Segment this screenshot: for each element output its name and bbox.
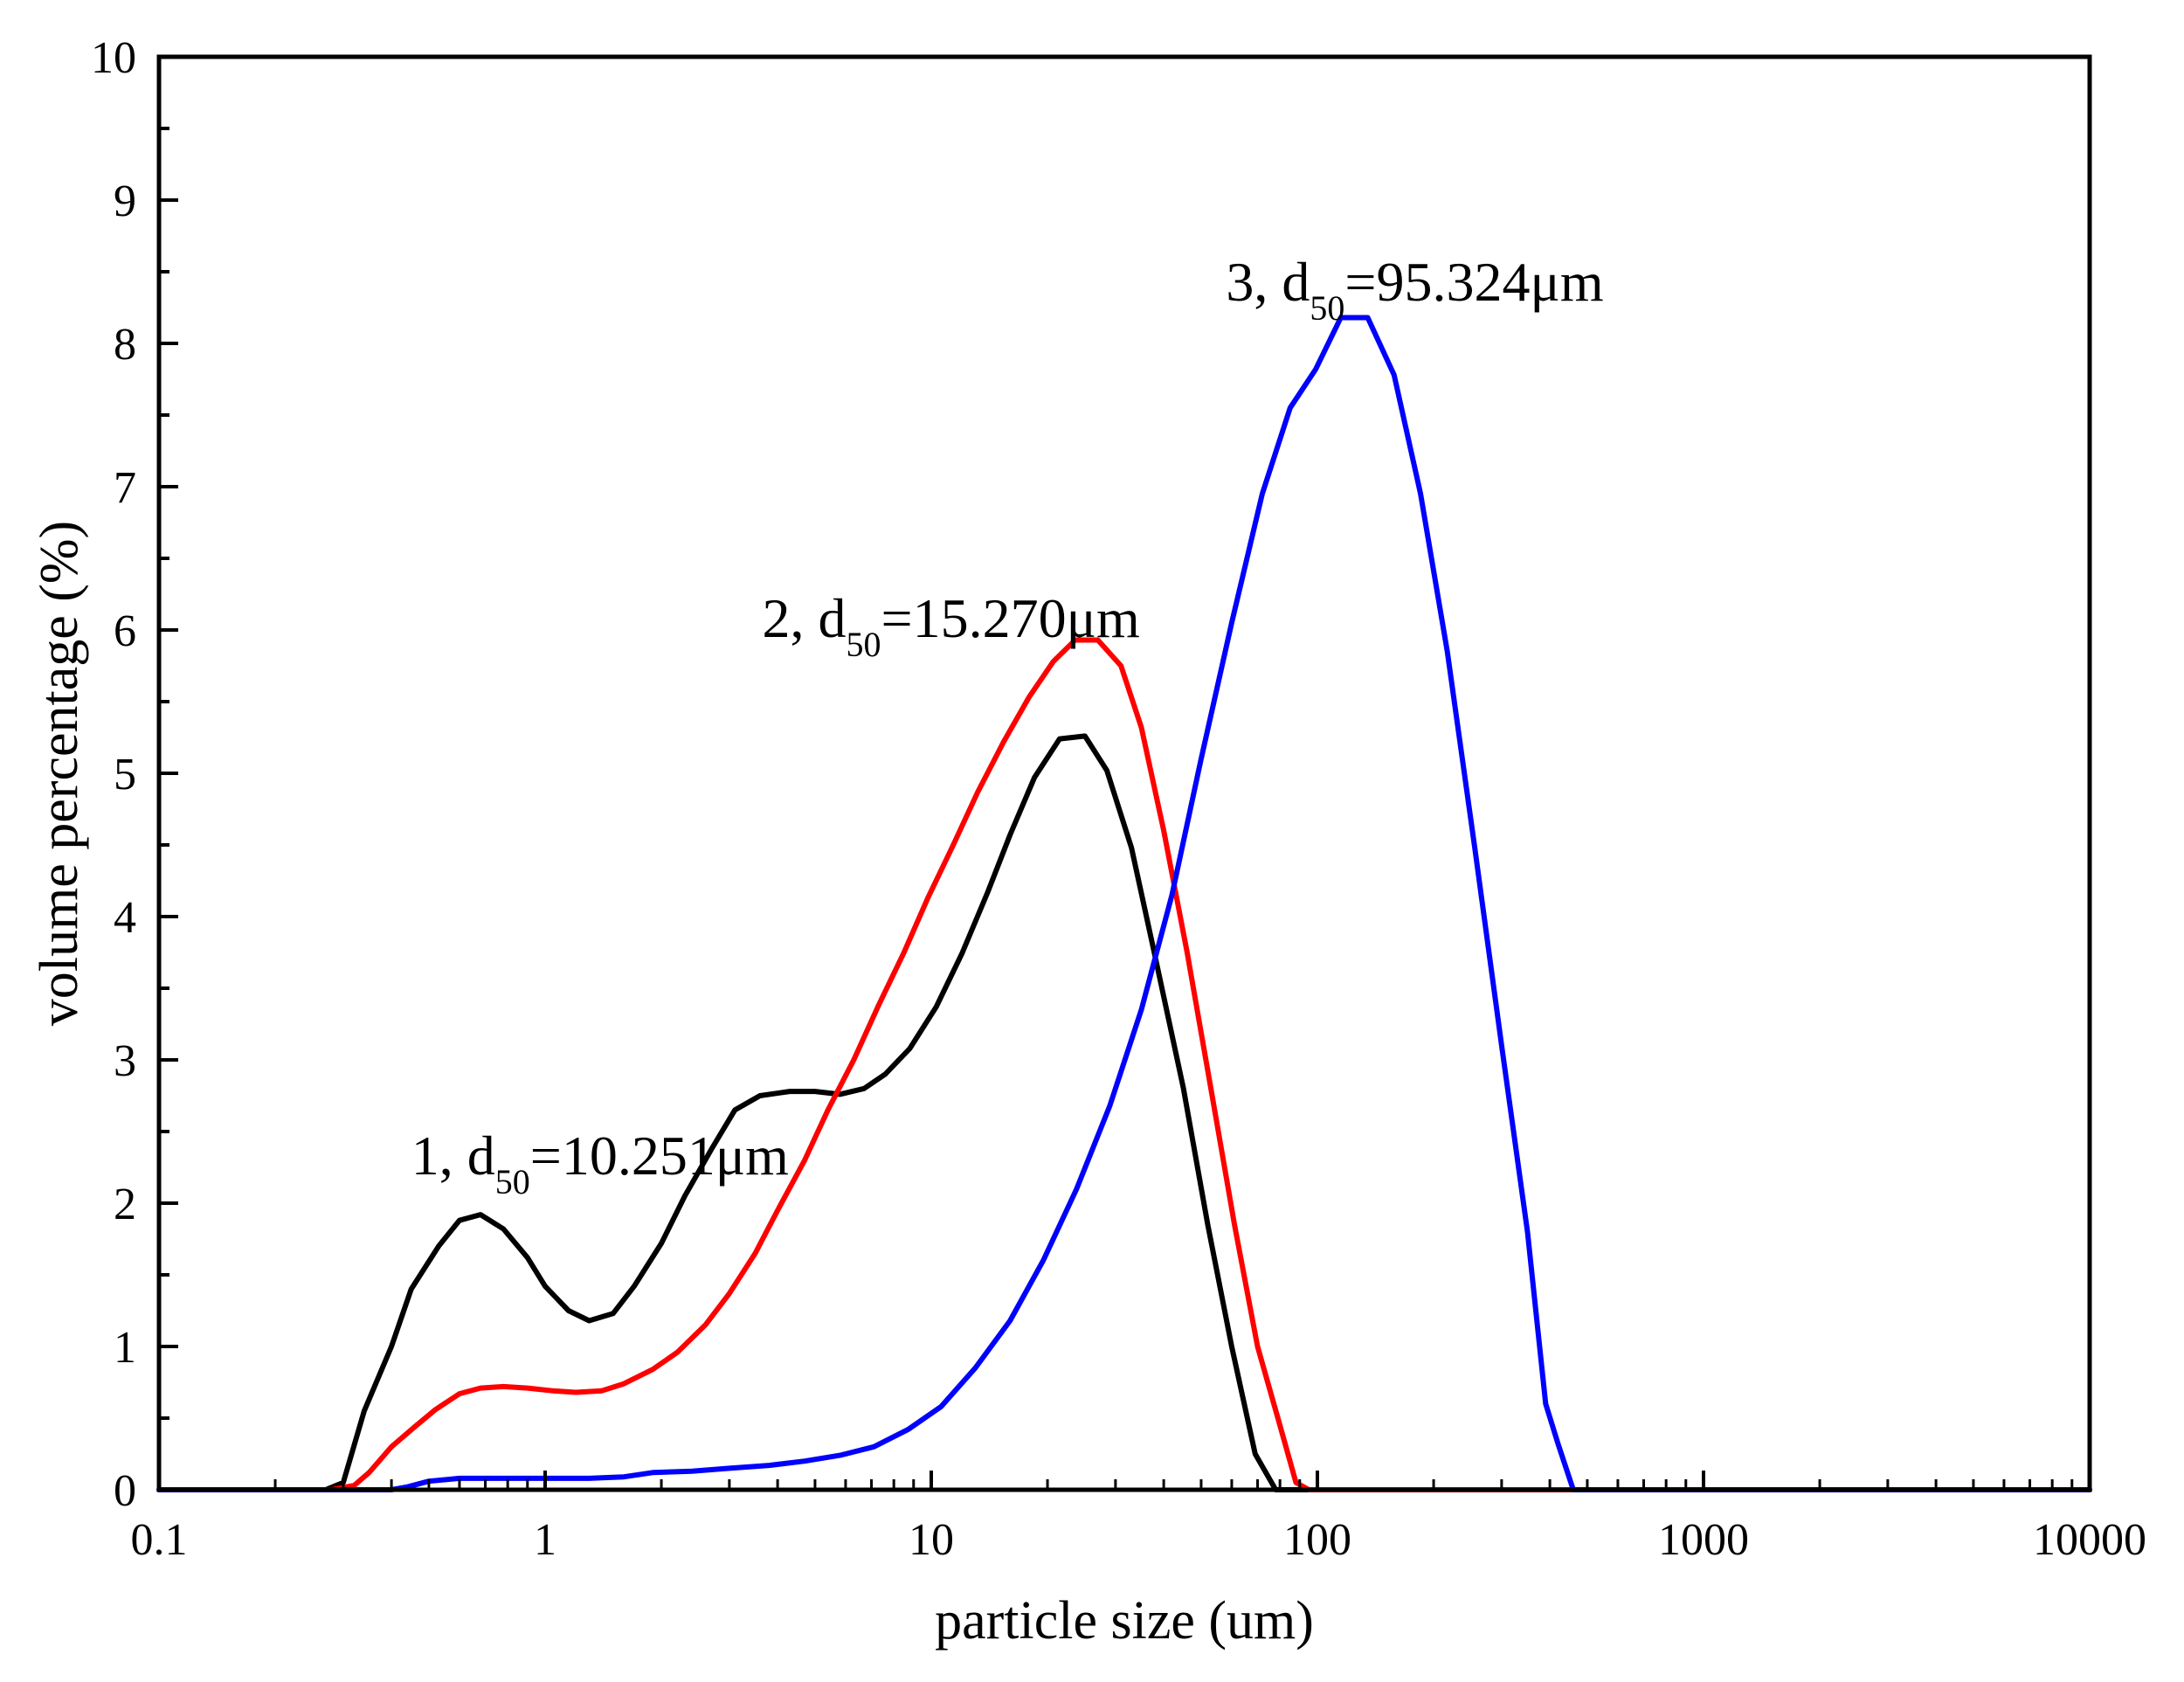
y-tick-label: 1 [114, 1323, 136, 1373]
series-annotation-1: 1, d50=10.251μm [411, 1125, 789, 1201]
y-axis-title: volume percentage (%) [30, 521, 89, 1026]
y-tick-label: 8 [114, 320, 136, 370]
x-axis-title: particle size (um) [935, 1591, 1314, 1651]
series-layer [156, 315, 2092, 1492]
y-tick-label: 10 [91, 33, 136, 83]
x-tick-label: 1000 [1658, 1515, 1749, 1565]
series-line-1 [156, 733, 2092, 1492]
x-tick-label: 0.1 [131, 1515, 188, 1565]
series-annotation-3: 3, d50=95.324μm [1226, 251, 1603, 328]
series-annotation-2: 2, d50=15.270μm [763, 587, 1140, 664]
y-tick-label: 3 [114, 1036, 136, 1086]
x-tick-label: 1 [534, 1515, 556, 1565]
y-tick-label: 7 [114, 463, 136, 513]
y-tick-label: 6 [114, 606, 136, 656]
x-tick-label: 10 [909, 1515, 954, 1565]
x-tick-label: 10000 [2033, 1515, 2146, 1565]
y-tick-label: 2 [114, 1180, 136, 1229]
series-line-2 [156, 637, 2092, 1492]
y-tick-label: 9 [114, 177, 136, 226]
y-tick-label: 0 [114, 1466, 136, 1516]
x-tick-label: 100 [1283, 1515, 1351, 1565]
y-tick-label: 5 [114, 750, 136, 799]
y-tick-label: 4 [114, 893, 136, 943]
labels-layer: 0 1 2 3 4 5 6 7 8 9 10 0.1 1 10 100 1000 10000 1, d50=10.… [91, 33, 2146, 1565]
series-line-3 [156, 315, 2092, 1492]
axes-layer [156, 54, 2092, 1492]
